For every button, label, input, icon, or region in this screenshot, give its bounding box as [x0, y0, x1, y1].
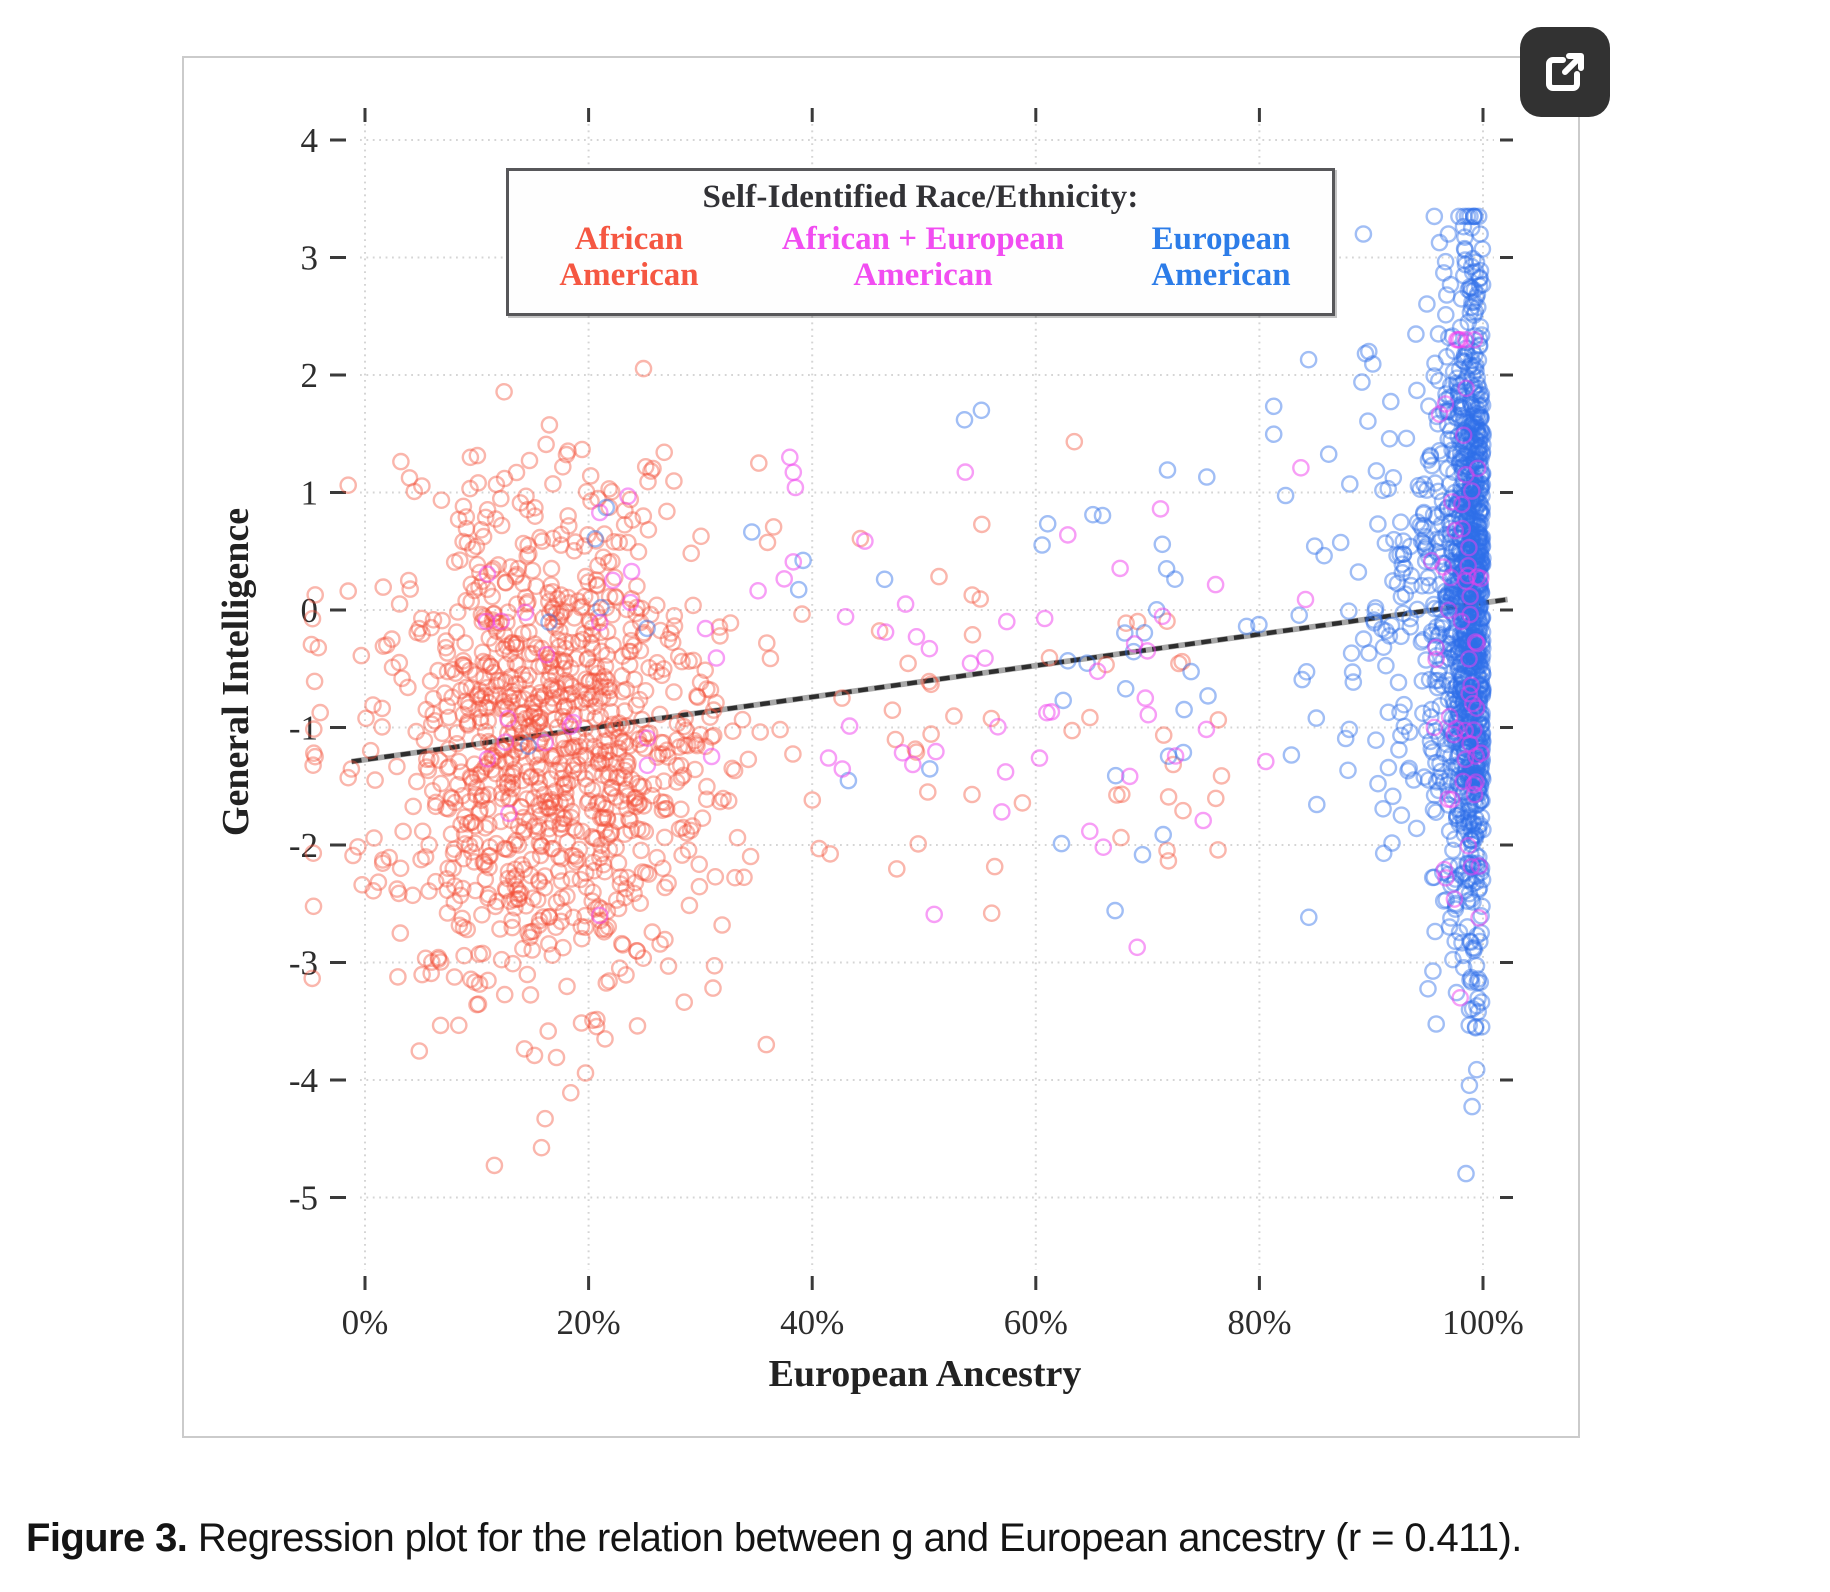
svg-text:2: 2: [301, 356, 319, 395]
svg-text:0: 0: [301, 591, 319, 630]
legend-entry-african-european-american: African + European American: [781, 221, 1065, 293]
svg-text:-1: -1: [289, 709, 318, 748]
svg-text:0%: 0%: [342, 1303, 389, 1342]
caption-text: Regression plot for the relation between…: [187, 1516, 1523, 1560]
svg-text:General Intelligence: General Intelligence: [215, 508, 257, 836]
figure-caption: Figure 3. Regression plot for the relati…: [26, 1516, 1816, 1561]
svg-text:European Ancestry: European Ancestry: [769, 1353, 1082, 1395]
svg-text:80%: 80%: [1227, 1303, 1291, 1342]
legend-entry-european-american: European American: [1151, 221, 1291, 293]
svg-text:4: 4: [301, 121, 319, 160]
svg-text:-4: -4: [289, 1061, 318, 1100]
svg-text:1: 1: [301, 474, 319, 513]
svg-text:100%: 100%: [1442, 1303, 1524, 1342]
svg-text:60%: 60%: [1004, 1303, 1068, 1342]
legend-box: Self-Identified Race/Ethnicity: African …: [506, 168, 1335, 316]
expand-button[interactable]: [1520, 27, 1610, 117]
caption-label: Figure 3.: [26, 1516, 188, 1560]
legend-entry-african-american: African American: [559, 221, 699, 293]
svg-text:3: 3: [301, 239, 319, 278]
legend-title: Self-Identified Race/Ethnicity:: [702, 179, 1139, 215]
svg-text:-3: -3: [289, 944, 318, 983]
svg-text:-2: -2: [289, 826, 318, 865]
svg-text:40%: 40%: [780, 1303, 844, 1342]
svg-text:-5: -5: [289, 1179, 318, 1218]
external-link-icon: [1546, 53, 1584, 91]
svg-text:20%: 20%: [557, 1303, 621, 1342]
